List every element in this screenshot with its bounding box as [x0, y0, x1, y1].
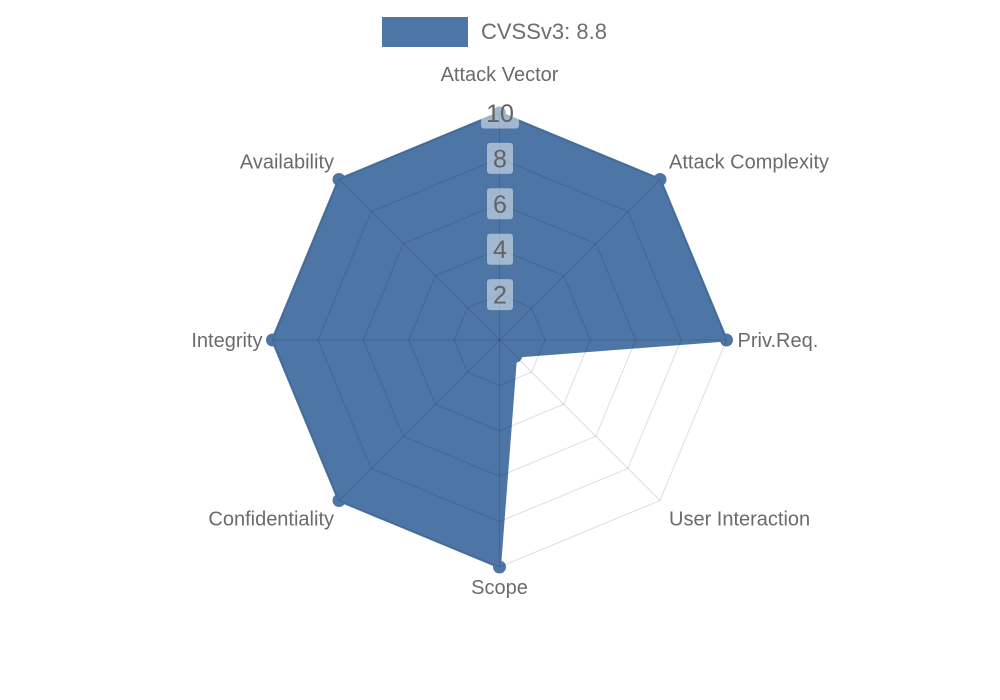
tick-label-4: 4 — [493, 236, 507, 264]
grid-spoke-availability — [338, 179, 500, 341]
axis-label-confidentiality: Confidentiality — [208, 509, 334, 531]
data-point-priv-req — [720, 333, 733, 347]
grid-ring-10 — [271, 112, 728, 568]
data-point-integrity — [266, 333, 279, 347]
tick-label-2: 2 — [493, 282, 507, 310]
legend-swatch — [382, 17, 468, 47]
grid-spoke-user-interaction — [499, 339, 661, 501]
axis-label-priv-req: Priv.Req. — [738, 330, 819, 352]
axis-label-scope: Scope — [471, 577, 528, 599]
axis-labels: Attack Vector Attack Complexity Priv.Req. U… — [191, 64, 829, 599]
data-point-attack-complexity — [653, 173, 667, 186]
tick-label-6: 6 — [493, 191, 507, 219]
tick-box-6 — [487, 188, 513, 220]
axis-label-attack-vector: Attack Vector — [441, 64, 559, 86]
tick-box-10 — [481, 97, 519, 129]
radar-grid — [271, 112, 728, 568]
grid-spoke-attack-complexity — [499, 179, 661, 341]
tick-box-8 — [487, 142, 513, 174]
axis-label-integrity: Integrity — [191, 330, 262, 352]
data-point-confidentiality — [332, 494, 346, 507]
tick-label-10: 10 — [486, 100, 514, 128]
data-point-user-interaction — [509, 349, 523, 363]
data-point-availability — [332, 173, 346, 186]
grid-ring-2 — [453, 294, 546, 386]
radial-tick-labels: 2 4 6 8 10 — [481, 97, 519, 311]
grid-ring-8 — [317, 157, 682, 523]
tick-label-8: 8 — [493, 145, 507, 173]
tick-box-2 — [487, 279, 513, 311]
data-point-scope — [493, 560, 506, 574]
legend[interactable]: CVSSv3: 8.8 — [382, 17, 607, 47]
axis-label-attack-complexity: Attack Complexity — [669, 152, 829, 174]
tick-box-4 — [487, 233, 513, 265]
axis-label-availability: Availability — [240, 152, 334, 174]
legend-label: CVSSv3: 8.8 — [481, 19, 607, 44]
axis-label-user-interaction: User Interaction — [669, 509, 810, 531]
grid-spoke-confidentiality — [338, 339, 500, 501]
data-point-attack-vector — [493, 106, 506, 120]
grid-ring-4 — [408, 248, 591, 432]
grid-ring-6 — [362, 203, 637, 477]
